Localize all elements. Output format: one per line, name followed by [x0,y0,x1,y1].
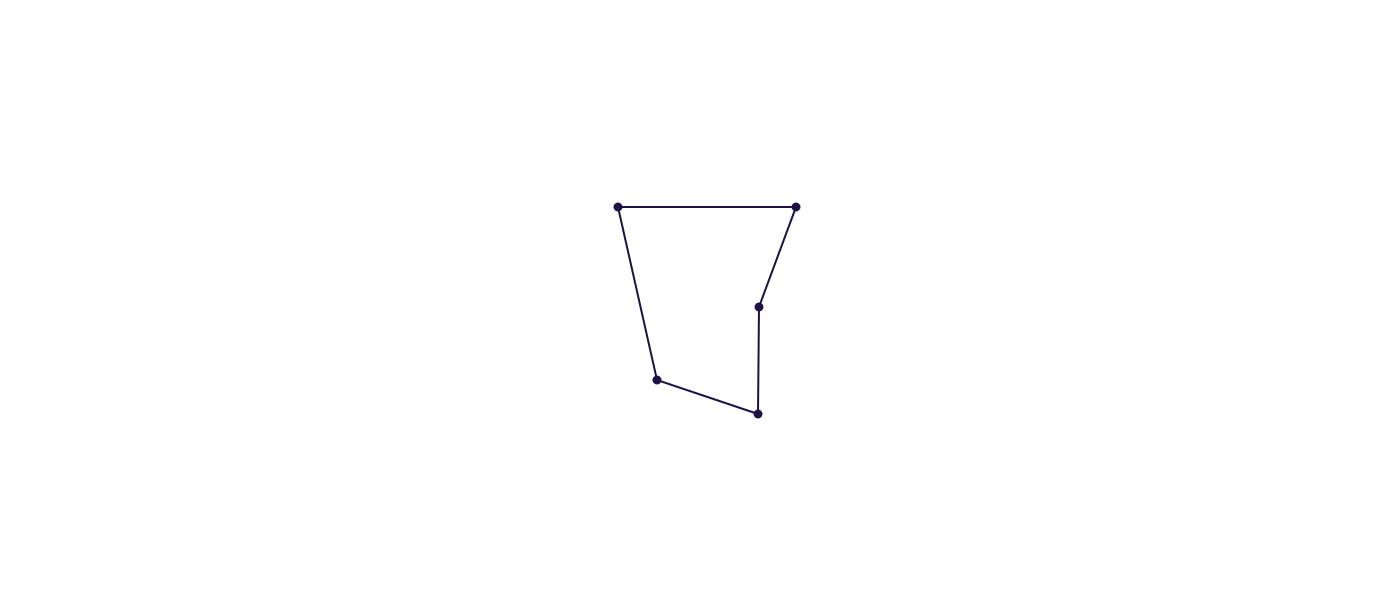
polygon-vertex [652,375,662,385]
polygon-vertex [791,202,801,212]
polygon-edges [617,206,797,415]
polygon-vertex [753,409,763,419]
polygon-edge [757,306,760,415]
polygon-edge [656,379,759,415]
polygon-vertex [754,302,764,312]
polygon-vertex [613,202,623,212]
polygon-edge [617,206,658,381]
polygon-vertices [613,202,801,419]
polygon-edge [758,206,797,308]
